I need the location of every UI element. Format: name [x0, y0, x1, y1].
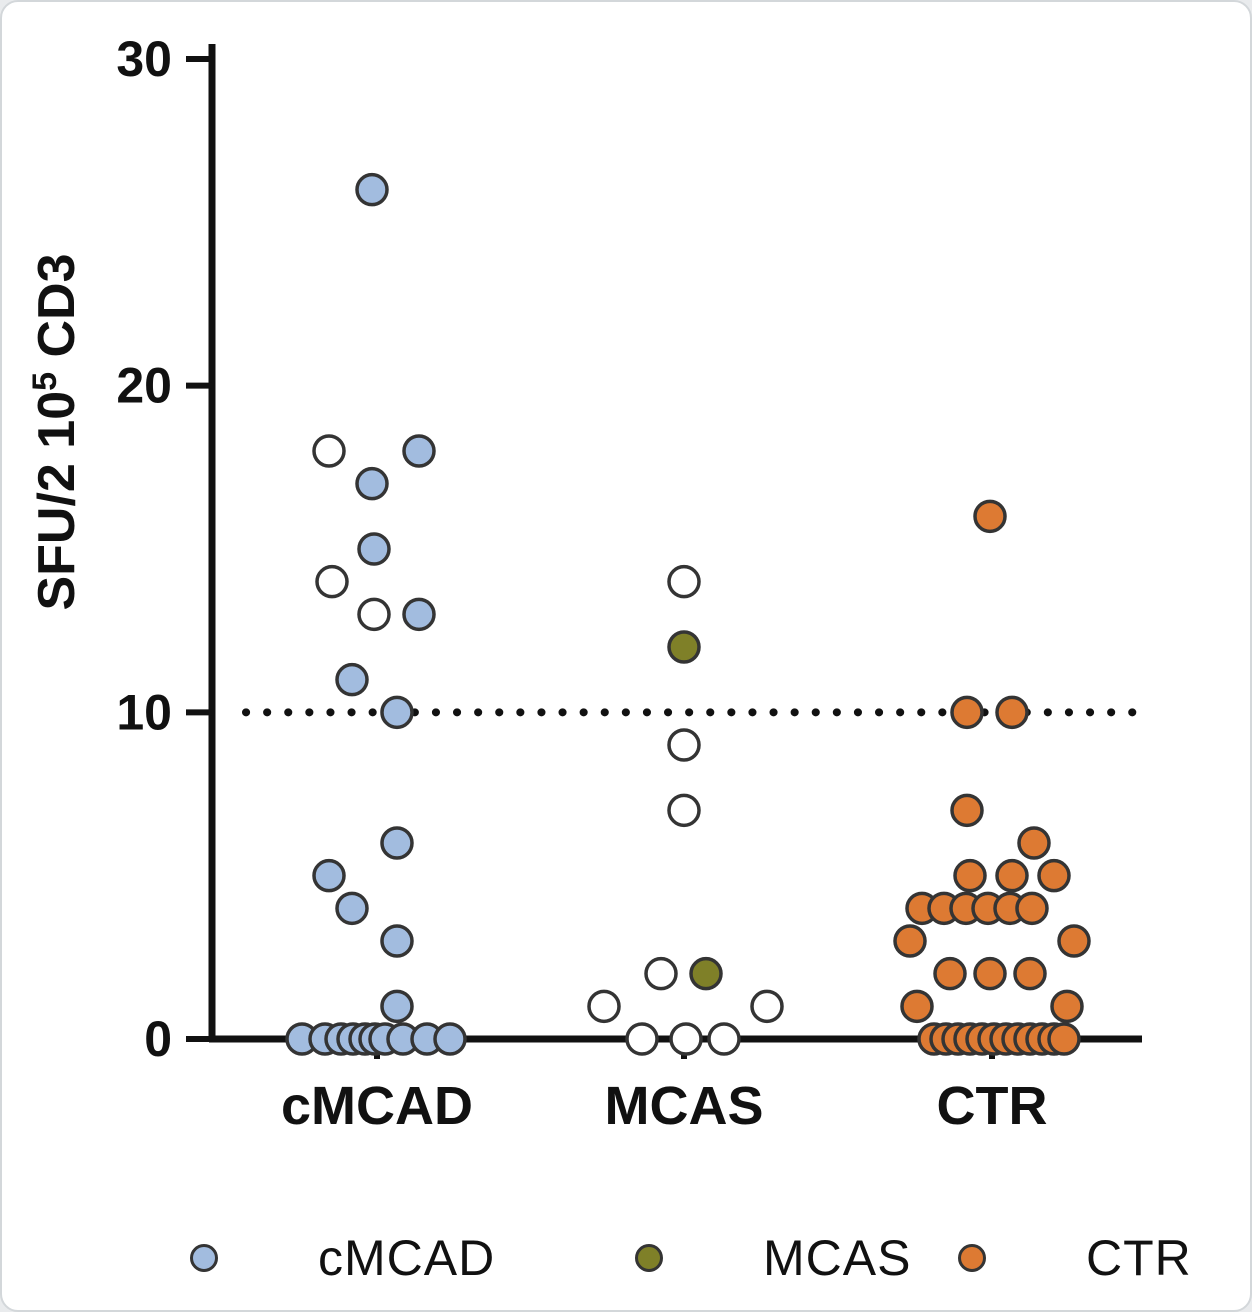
data-point-open-mcas	[587, 989, 621, 1024]
data-point-open-mcas	[625, 1022, 659, 1056]
group-label-ctr: CTR	[937, 1076, 1048, 1136]
data-point-cmcad	[402, 434, 436, 468]
data-point-ctr	[973, 956, 1007, 991]
y-tick-label: 20	[116, 358, 172, 414]
data-point-ctr	[995, 858, 1029, 893]
data-point-cmcad	[380, 989, 414, 1024]
legend-label-cmcad: cMCAD	[318, 1230, 496, 1286]
data-point-open-mcas	[667, 564, 701, 599]
data-point-ctr	[973, 499, 1007, 534]
y-tick-label: 30	[116, 31, 172, 87]
data-point-mcas	[667, 630, 701, 664]
data-point-open-mcas	[750, 989, 784, 1024]
data-point-cmcad	[335, 662, 369, 697]
data-point-ctr	[1017, 826, 1051, 860]
legend-item-ctr: CTR	[958, 1220, 1192, 1296]
data-point-open-cmcad	[315, 564, 349, 599]
data-point-ctr	[950, 793, 984, 828]
data-point-cmcad	[380, 924, 414, 958]
data-point-cmcad	[335, 891, 369, 926]
data-point-open-mcas	[644, 956, 678, 991]
data-point-ctr	[1013, 956, 1047, 991]
data-point-ctr	[893, 924, 927, 958]
legend: cMCAD MCAS CTR	[2, 1220, 1250, 1296]
group-label-mcas: MCAS	[605, 1076, 764, 1136]
data-point-cmcad	[355, 466, 389, 501]
group-label-cmcad: cMCAD	[281, 1076, 473, 1136]
y-tick-label: 0	[144, 1011, 172, 1067]
data-point-ctr	[900, 989, 934, 1024]
data-point-ctr	[1047, 1022, 1081, 1056]
data-point-open-cmcad	[312, 434, 346, 468]
data-point-open-cmcad	[357, 597, 391, 632]
data-point-ctr	[1015, 891, 1049, 926]
data-point-mcas	[689, 956, 723, 991]
mcas-marker-icon	[635, 1244, 663, 1272]
data-point-ctr	[1050, 989, 1084, 1024]
data-point-open-mcas	[669, 1022, 703, 1056]
data-point-cmcad	[433, 1022, 467, 1056]
data-point-ctr	[1057, 924, 1091, 958]
data-point-ctr	[950, 695, 984, 730]
y-tick-label: 10	[116, 684, 172, 740]
data-point-cmcad	[402, 597, 436, 632]
legend-item-mcas: MCAS	[635, 1220, 911, 1296]
data-point-cmcad	[312, 858, 346, 893]
data-point-ctr	[995, 695, 1029, 730]
ctr-marker-icon	[958, 1244, 986, 1272]
data-point-ctr	[953, 858, 987, 893]
legend-label-mcas: MCAS	[763, 1230, 912, 1286]
data-point-cmcad	[355, 172, 389, 207]
data-point-ctr	[1037, 858, 1071, 893]
cmcad-marker-icon	[190, 1244, 218, 1272]
data-point-cmcad	[357, 532, 391, 566]
data-point-open-mcas	[667, 728, 701, 762]
legend-item-cmcad: cMCAD	[190, 1220, 495, 1296]
data-point-cmcad	[380, 826, 414, 860]
y-axis-label: SFU/2 105 CD3	[26, 253, 86, 610]
data-point-cmcad	[380, 695, 414, 730]
data-point-open-mcas	[667, 793, 701, 828]
data-point-ctr	[933, 956, 967, 991]
data-point-open-mcas	[707, 1022, 741, 1056]
legend-label-ctr: CTR	[1086, 1230, 1192, 1286]
